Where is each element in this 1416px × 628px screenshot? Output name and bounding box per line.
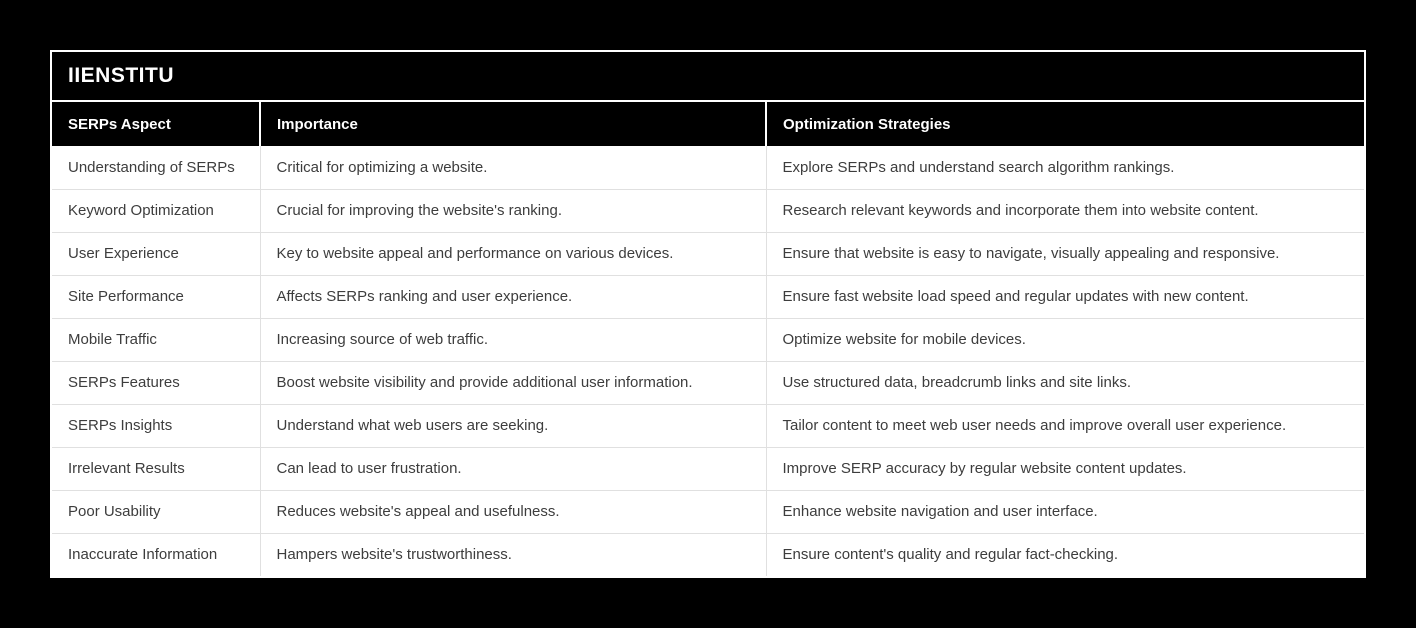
table-cell: Key to website appeal and performance on… <box>260 231 767 275</box>
table-row: Understanding of SERPs Critical for optim… <box>52 146 1364 189</box>
table-card: IIENSTITU SERPs Aspect Importance Optimi… <box>50 50 1366 578</box>
table-row: Inaccurate Information Hampers website's … <box>52 532 1364 576</box>
table-cell: Keyword Optimization <box>52 188 261 232</box>
table-body: Understanding of SERPs Critical for optim… <box>52 146 1364 576</box>
table-row: Irrelevant Results Can lead to user frust… <box>52 446 1364 490</box>
table-cell: Site Performance <box>52 274 261 318</box>
brand-title: IIENSTITU <box>68 64 175 87</box>
table-cell: Crucial for improving the website's rank… <box>260 188 767 232</box>
column-header-optimization-strategies: Optimization Strategies <box>766 102 1364 146</box>
table-header-row: SERPs Aspect Importance Optimization Str… <box>52 102 1364 146</box>
table-cell: Reduces website's appeal and usefulness. <box>260 489 767 533</box>
table-row: Poor Usability Reduces website's appeal a… <box>52 489 1364 533</box>
brand-title-bar: IIENSTITU <box>52 52 1364 102</box>
table-cell: SERPs Features <box>52 360 261 404</box>
table-header: SERPs Aspect Importance Optimization Str… <box>52 102 1364 146</box>
table-cell: SERPs Insights <box>52 403 261 447</box>
table-cell: Understanding of SERPs <box>52 146 261 189</box>
table-cell: Mobile Traffic <box>52 317 261 361</box>
column-header-serps-aspect: SERPs Aspect <box>52 102 261 146</box>
table-cell: Inaccurate Information <box>52 532 261 576</box>
table-cell: Improve SERP accuracy by regular website… <box>766 446 1364 490</box>
table-cell: Can lead to user frustration. <box>260 446 767 490</box>
table-cell: Explore SERPs and understand search algo… <box>766 146 1364 189</box>
table-row: SERPs Features Boost website visibility a… <box>52 360 1364 404</box>
table-row: Mobile Traffic Increasing source of web t… <box>52 317 1364 361</box>
table-cell: Ensure content's quality and regular fac… <box>766 532 1364 576</box>
table-cell: Boost website visibility and provide add… <box>260 360 767 404</box>
table-cell: Tailor content to meet web user needs an… <box>766 403 1364 447</box>
table-cell: User Experience <box>52 231 261 275</box>
table-cell: Increasing source of web traffic. <box>260 317 767 361</box>
table-row: Keyword Optimization Crucial for improvin… <box>52 188 1364 232</box>
table-row: Site Performance Affects SERPs ranking an… <box>52 274 1364 318</box>
table-cell: Hampers website's trustworthiness. <box>260 532 767 576</box>
table-cell: Optimize website for mobile devices. <box>766 317 1364 361</box>
table-cell: Poor Usability <box>52 489 261 533</box>
table-cell: Ensure fast website load speed and regul… <box>766 274 1364 318</box>
table-cell: Affects SERPs ranking and user experienc… <box>260 274 767 318</box>
table-cell: Critical for optimizing a website. <box>260 146 767 189</box>
table-cell: Irrelevant Results <box>52 446 261 490</box>
table-cell: Enhance website navigation and user inte… <box>766 489 1364 533</box>
table-cell: Research relevant keywords and incorpora… <box>766 188 1364 232</box>
table-cell: Ensure that website is easy to navigate,… <box>766 231 1364 275</box>
table-row: User Experience Key to website appeal and… <box>52 231 1364 275</box>
column-header-importance: Importance <box>260 102 767 146</box>
table-cell: Understand what web users are seeking. <box>260 403 767 447</box>
table-row: SERPs Insights Understand what web users … <box>52 403 1364 447</box>
table-cell: Use structured data, breadcrumb links an… <box>766 360 1364 404</box>
serps-table: SERPs Aspect Importance Optimization Str… <box>52 102 1364 576</box>
